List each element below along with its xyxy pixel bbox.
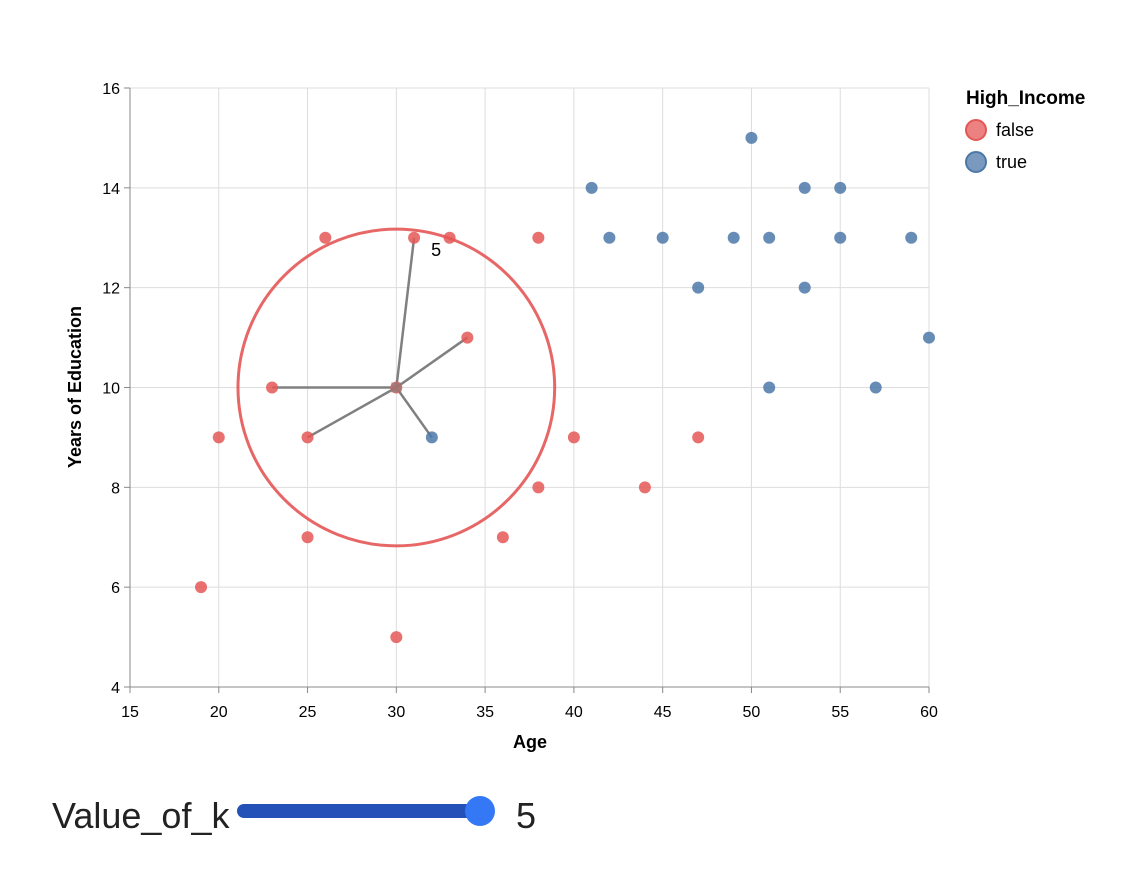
query-marker — [391, 382, 402, 393]
data-point — [745, 131, 758, 144]
x-tick-label: 30 — [387, 704, 405, 721]
data-point — [656, 231, 669, 244]
y-tick-label: 12 — [102, 281, 120, 298]
data-point — [692, 281, 705, 294]
neighbor-line — [395, 237, 416, 388]
data-point — [567, 431, 580, 444]
data-point — [212, 431, 225, 444]
data-point — [869, 381, 882, 394]
y-tick-label: 6 — [111, 580, 120, 597]
data-point — [585, 181, 598, 194]
slider-thumb[interactable] — [465, 796, 495, 826]
y-tick-label: 4 — [111, 680, 120, 697]
y-axis-title: Years of Education — [65, 306, 85, 468]
y-tick-label: 10 — [102, 381, 120, 398]
x-tick-label: 25 — [299, 704, 317, 721]
data-point — [408, 231, 421, 244]
x-tick-label: 45 — [654, 704, 672, 721]
data-point — [638, 481, 651, 494]
slider-label: Value_of_k — [52, 795, 230, 836]
legend-label: false — [996, 120, 1034, 140]
neighbor-radius — [236, 227, 557, 548]
x-axis-title: Age — [513, 732, 547, 752]
data-point — [834, 231, 847, 244]
data-point — [266, 381, 279, 394]
data-point — [301, 431, 314, 444]
x-tick-label: 35 — [476, 704, 494, 721]
legend-label: true — [996, 152, 1027, 172]
data-point — [905, 231, 918, 244]
neighbor-line — [395, 386, 433, 439]
data-point — [532, 231, 545, 244]
data-point — [798, 181, 811, 194]
data-point — [763, 231, 776, 244]
data-point — [425, 431, 438, 444]
data-point — [763, 381, 776, 394]
data-point — [834, 181, 847, 194]
data-point — [798, 281, 811, 294]
x-tick-label: 40 — [565, 704, 583, 721]
x-tick-label: 50 — [743, 704, 761, 721]
x-tick-label: 55 — [831, 704, 849, 721]
legend-symbol — [965, 151, 987, 173]
data-point — [496, 531, 509, 544]
slider-value: 5 — [516, 795, 536, 836]
x-tick-label: 15 — [121, 704, 139, 721]
k-annotation: 5 — [431, 240, 441, 260]
legend-title: High_Income — [966, 88, 1085, 109]
neighbor-line — [395, 336, 469, 389]
data-point — [319, 231, 332, 244]
data-point — [390, 631, 403, 644]
data-point — [301, 531, 314, 544]
data-point — [195, 581, 208, 594]
neighbor-line — [306, 386, 397, 439]
y-tick-label: 8 — [111, 480, 120, 497]
data-point — [692, 431, 705, 444]
data-point — [443, 231, 456, 244]
data-point — [603, 231, 616, 244]
y-tick-label: 14 — [102, 181, 120, 198]
y-tick-label: 16 — [102, 81, 120, 98]
data-point — [532, 481, 545, 494]
data-point — [727, 231, 740, 244]
legend-symbol — [965, 119, 987, 141]
x-tick-label: 60 — [920, 704, 938, 721]
x-tick-label: 20 — [210, 704, 228, 721]
data-point — [461, 331, 474, 344]
data-point — [923, 331, 935, 344]
